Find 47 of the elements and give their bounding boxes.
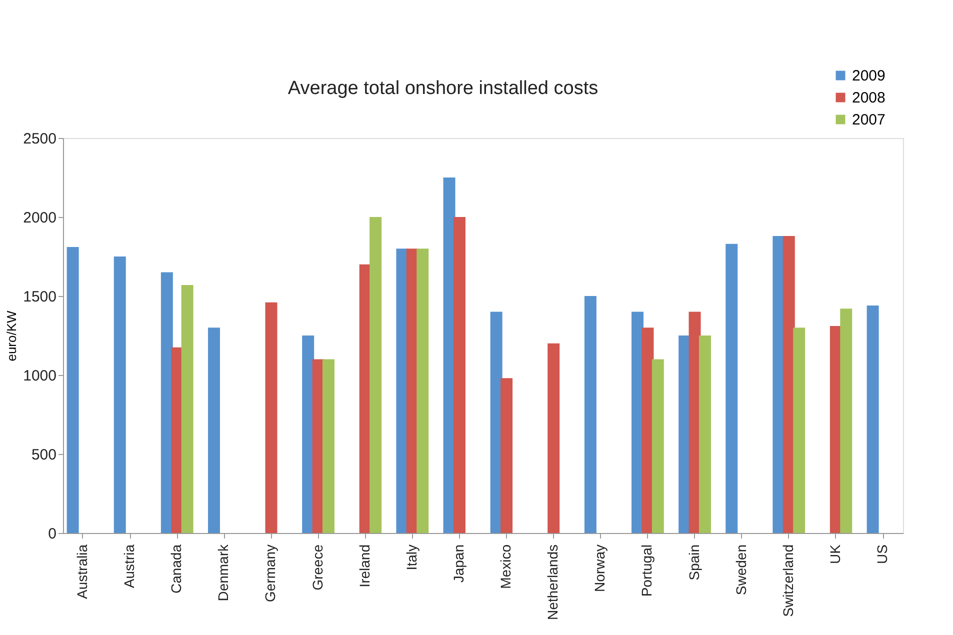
bar <box>500 378 513 533</box>
x-tick-label: Netherlands <box>544 544 561 620</box>
x-tick-label: Australia <box>74 544 90 599</box>
bar <box>726 244 738 533</box>
x-tick-label: Italy <box>403 544 420 570</box>
x-tick-label: Japan <box>450 544 466 583</box>
bar <box>698 336 711 533</box>
y-axis-title: euro/KW <box>4 310 20 362</box>
x-tick-label: Spain <box>686 544 702 580</box>
bar <box>584 296 596 533</box>
y-tick-label: 1000 <box>23 368 56 384</box>
x-tick-label: Germany <box>262 544 278 602</box>
x-tick-label: Sweden <box>732 544 749 596</box>
x-tick-label: Greece <box>309 544 326 590</box>
x-tick-label: Ireland <box>356 544 372 588</box>
y-tick-label: 2000 <box>23 210 56 226</box>
x-tick-label: Norway <box>592 544 608 592</box>
x-tick-label: Switzerland <box>780 544 796 617</box>
bar <box>208 328 220 533</box>
legend-label: 2008 <box>852 90 886 106</box>
bar <box>370 217 382 533</box>
bar <box>181 284 194 533</box>
chart-title: Average total onshore installed costs <box>288 78 598 99</box>
bar <box>66 247 79 533</box>
bar <box>793 328 806 533</box>
x-tick-label: US <box>874 544 890 564</box>
legend-label: 2009 <box>852 68 886 84</box>
bar <box>548 343 560 533</box>
x-tick-label: UK <box>826 544 843 564</box>
y-tick-label: 500 <box>31 446 56 464</box>
x-tick-label: Canada <box>168 544 184 594</box>
x-tick-label: Mexico <box>498 544 514 589</box>
bar <box>652 359 664 533</box>
y-tick-label: 0 <box>48 526 56 542</box>
x-tick-label: Denmark <box>215 544 232 602</box>
y-tick-label: 2500 <box>23 130 56 148</box>
bar <box>322 359 334 533</box>
bar <box>416 248 429 533</box>
bar <box>453 217 466 533</box>
bar <box>114 256 126 533</box>
legend-label: 2007 <box>852 112 886 128</box>
y-tick-label: 1500 <box>23 288 56 306</box>
x-tick-label: Austria <box>121 544 138 588</box>
bar <box>265 302 278 533</box>
bar <box>840 308 852 533</box>
x-tick-label: Portugal <box>638 544 655 597</box>
bar <box>866 305 879 533</box>
